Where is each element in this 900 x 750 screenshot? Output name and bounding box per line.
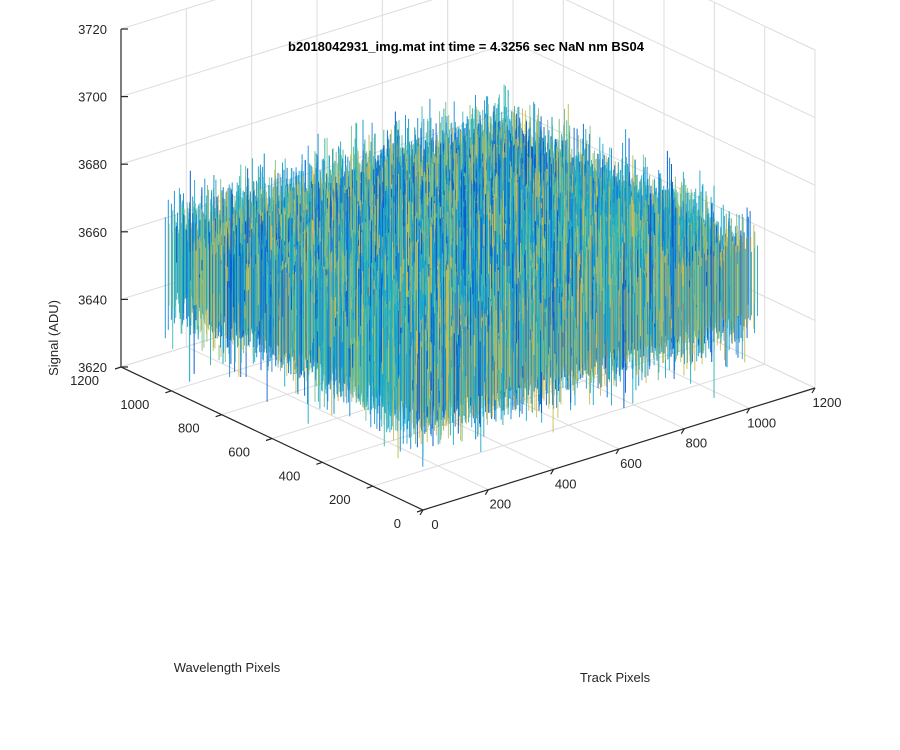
back-wall-gridline-z [120,0,216,30]
y-tick-label: 800 [178,421,200,436]
x-tick-label: 400 [555,476,577,491]
x-tick-label: 200 [489,497,511,512]
side-wall-gridline-z [708,0,816,51]
z-tick-label: 3640 [78,292,107,307]
side-wall-gridline-z [512,41,816,186]
x-tick-label: 0 [431,517,438,532]
x-tick-mark [746,408,751,414]
y-tick-mark [366,485,373,489]
y-tick-mark [316,461,323,465]
z-axis-label: Signal (ADU) [46,300,61,376]
x-axis-label: Track Pixels [580,670,651,685]
z-tick-label: 3720 [78,22,107,37]
y-tick-label: 400 [279,468,301,483]
y-axis-label: Wavelength Pixels [174,660,281,675]
surface-mesh [164,84,758,467]
x-tick-mark [484,489,489,495]
x-tick-mark [615,448,620,455]
z-tick-label: 3700 [78,90,107,105]
x-tick-label: 800 [685,436,707,451]
x-tick-label: 1200 [813,395,842,410]
y-tick-mark [114,366,122,370]
back-wall-gridline-z [120,41,514,165]
floor-gridline-y [372,363,765,487]
axes-labels: b2018042931_img.mat int time = 4.3256 se… [46,22,841,685]
y-tick-mark [416,509,424,513]
axes-lines [114,28,816,516]
back-wall-gridline-z [120,0,434,98]
y-tick-label: 600 [228,445,250,460]
y-tick-mark [265,437,273,442]
x-tick-label: 1000 [747,415,776,430]
x-tick-mark [550,469,555,475]
chart-title: b2018042931_img.mat int time = 4.3256 se… [288,39,645,54]
y-tick-label: 200 [329,492,351,507]
x-tick-mark [811,387,816,394]
x-tick-label: 600 [620,456,642,471]
x-tick-mark [680,428,685,434]
z-tick-label: 3660 [78,225,107,240]
y-tick-mark [215,414,222,418]
x-tick-mark [419,509,424,516]
y-tick-label: 0 [394,516,401,531]
z-tick-label: 3680 [78,157,107,172]
z-tick-label: 3620 [78,360,107,375]
y-tick-label: 1200 [70,373,99,388]
y-tick-mark [165,390,172,394]
y-tick-label: 1000 [120,397,149,412]
side-wall-gridline-z [565,0,816,119]
